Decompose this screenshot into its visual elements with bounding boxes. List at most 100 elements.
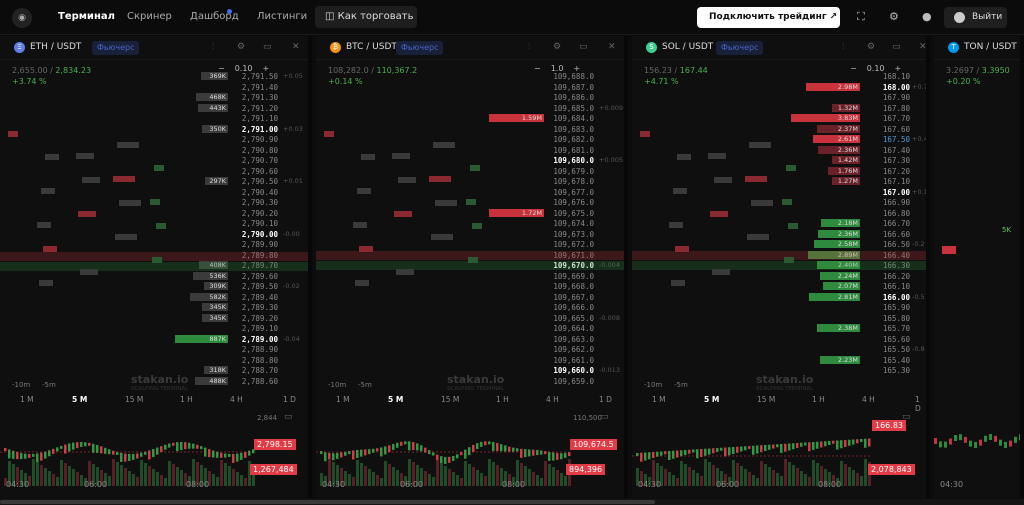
timeframe-4h[interactable]: 4 H xyxy=(230,395,243,404)
gear-icon[interactable]: ⚙ xyxy=(553,42,562,52)
order-book-row[interactable]: 166.90 xyxy=(632,198,926,207)
order-book-row[interactable]: 443K 2,791.20 xyxy=(0,103,300,113)
order-book-row[interactable]: 1.72M 109,675.0 xyxy=(316,208,616,218)
order-book-row[interactable]: 2,790.30 xyxy=(0,198,300,207)
order-book-row[interactable]: 109,663.0 xyxy=(316,335,616,344)
timeframe-5m[interactable]: 5 M xyxy=(704,395,720,404)
zoom-in-button[interactable]: + xyxy=(894,64,902,73)
gear-icon[interactable]: ⚙ xyxy=(867,42,876,52)
order-book-row[interactable]: 2,791.40 xyxy=(0,83,300,92)
order-book-row[interactable]: 109,680.0 +0.005 xyxy=(316,156,623,165)
order-book-row[interactable]: 109,665.0 -0.008 xyxy=(316,314,620,323)
order-book-row[interactable]: 167.90 xyxy=(632,93,926,102)
order-book-row[interactable]: 2,790.20 xyxy=(0,209,300,218)
timeframe-5m[interactable]: 5 M xyxy=(388,395,404,404)
timeframe-15m[interactable]: 15 M xyxy=(125,395,144,404)
order-book-row[interactable]: 165.50 -0.8 xyxy=(632,345,926,354)
order-book-row[interactable]: 2.40M 166.30 xyxy=(632,261,926,270)
close-icon[interactable]: ✕ xyxy=(292,42,300,52)
order-book-row[interactable]: 345K 2,789.20 xyxy=(0,313,300,323)
timeframe-1d[interactable]: 1 D xyxy=(599,395,612,404)
close-icon[interactable]: ✕ xyxy=(919,42,927,52)
order-book-row[interactable]: 2,790.40 xyxy=(0,188,300,197)
timeframe-1d[interactable]: 1 D xyxy=(283,395,296,404)
zoom-in-button[interactable]: + xyxy=(262,64,270,73)
order-book-row[interactable]: 2,788.80 xyxy=(0,356,300,365)
order-book-row[interactable]: 109,672.0 xyxy=(316,240,616,249)
order-book-row[interactable]: 2,788.90 xyxy=(0,345,300,354)
order-book-row[interactable]: 109,659.0 xyxy=(316,377,616,386)
timeframe-1h[interactable]: 1 H xyxy=(812,395,825,404)
window-icon[interactable]: ▭ xyxy=(892,42,901,52)
window-icon[interactable]: ▭ xyxy=(263,42,272,52)
timeframe-1h[interactable]: 1 H xyxy=(180,395,193,404)
close-icon[interactable]: ✕ xyxy=(608,42,616,52)
order-book-row[interactable]: 2.58M 166.50 -0.2 xyxy=(632,240,926,249)
logo-icon[interactable]: ◉ xyxy=(12,8,32,28)
zoom-out-button[interactable]: − xyxy=(850,64,857,73)
order-book-row[interactable]: 109,667.0 xyxy=(316,293,616,302)
order-book-row[interactable]: 1.32M 167.80 xyxy=(632,103,926,113)
order-book-row[interactable]: 109,683.0 xyxy=(316,125,616,134)
order-book-row[interactable]: 2,789.80 xyxy=(0,251,300,260)
layout-icon[interactable]: ⫶ xyxy=(842,42,845,52)
zoom-out-button[interactable]: − xyxy=(218,64,225,73)
order-book-row[interactable]: 2,790.70 xyxy=(0,156,300,165)
order-book-row[interactable]: 109,682.0 xyxy=(316,135,616,144)
order-book-row[interactable]: 2.24M 166.20 xyxy=(632,271,926,281)
market-type-badge[interactable]: Фьючерс xyxy=(716,41,764,55)
order-book-row[interactable]: 109,677.0 xyxy=(316,188,616,197)
order-book-row[interactable]: 2.61M 167.50 +0.4 xyxy=(632,135,926,144)
chart-settings-icon[interactable]: ▭ xyxy=(284,412,293,422)
order-book-row[interactable]: 2,789.10 xyxy=(0,324,300,333)
order-book-row[interactable]: 297K 2,790.50 +0.01 xyxy=(0,177,303,186)
timeframe-4h[interactable]: 4 H xyxy=(546,395,559,404)
order-book-row[interactable]: 1.59M 109,684.0 xyxy=(316,114,616,123)
exit-button[interactable]: Выйти xyxy=(944,7,1007,28)
order-book-row[interactable]: 2.18M 166.70 xyxy=(632,219,926,228)
chart-settings-icon[interactable]: ▭ xyxy=(600,412,609,422)
order-book-row[interactable]: 109,661.0 xyxy=(316,356,616,365)
order-book-row[interactable]: 165.60 xyxy=(632,335,926,344)
timeframe-1m[interactable]: 1 M xyxy=(20,395,34,404)
order-book-row[interactable]: 109,685.0 +0.009 xyxy=(316,104,623,113)
layout-icon[interactable]: ⫶ xyxy=(1012,42,1015,52)
order-book-row[interactable]: 109,679.0 xyxy=(316,167,616,176)
order-book-row[interactable]: 2,790.60 xyxy=(0,167,300,176)
order-book-row[interactable]: 165.90 xyxy=(632,303,926,312)
order-book-row[interactable]: 2.37M 167.60 xyxy=(632,124,926,134)
order-book-row[interactable]: 2,790.80 xyxy=(0,146,300,155)
window-icon[interactable]: ▭ xyxy=(579,42,588,52)
pair-name[interactable]: ETH / USDT xyxy=(30,42,82,52)
how-to-trade-button[interactable]: ◫ Как торговать xyxy=(315,6,417,28)
order-book-row[interactable]: 488K 2,788.60 xyxy=(0,376,300,386)
order-book-row[interactable]: 582K 2,789.40 xyxy=(0,292,300,302)
nav-screener[interactable]: Скринер xyxy=(127,11,172,22)
nav-terminal[interactable]: Терминал xyxy=(58,11,115,22)
nav-listings[interactable]: Листинги xyxy=(257,11,308,22)
order-book-row[interactable]: 109,662.0 xyxy=(316,345,616,354)
market-type-badge[interactable]: Фьючерс xyxy=(92,41,140,55)
horizontal-scrollbar[interactable] xyxy=(0,499,1024,505)
order-book-row[interactable]: 109,681.0 xyxy=(316,146,616,155)
order-book-row[interactable]: 109,666.0 xyxy=(316,303,616,312)
timeframe-15m[interactable]: 15 M xyxy=(441,395,460,404)
order-book-row[interactable]: 1.76M 167.20 xyxy=(632,166,926,176)
order-book-row[interactable]: 165.80 xyxy=(632,314,926,323)
connect-trading-button[interactable]: Подключить трейдинг ↗ xyxy=(697,7,840,28)
gear-icon[interactable]: ⚙ xyxy=(237,42,246,52)
order-book-row[interactable]: 309K 2,789.50 -0.02 xyxy=(0,282,300,291)
order-book-row[interactable]: 168.10 xyxy=(632,72,926,81)
order-book-row[interactable]: 2.36M 167.40 xyxy=(632,145,926,155)
timeframe-1h[interactable]: 1 H xyxy=(496,395,509,404)
layout-icon[interactable]: ⫶ xyxy=(212,42,215,52)
order-book-row[interactable]: 468K 2,791.30 xyxy=(0,93,300,102)
order-book-row[interactable]: 2,791.10 xyxy=(0,114,300,123)
pair-name[interactable]: BTC / USDT xyxy=(346,42,397,52)
order-book-row[interactable]: 109,660.0 -0.013 xyxy=(316,366,620,375)
order-book-row[interactable]: 2.07M 166.10 xyxy=(632,282,926,291)
order-book-row[interactable]: 318K 2,788.70 xyxy=(0,366,300,375)
order-book-row[interactable]: 536K 2,789.60 xyxy=(0,271,300,281)
order-book-row[interactable]: 109,676.0 xyxy=(316,198,616,207)
order-book-row[interactable]: 2,790.00 -0.00 xyxy=(0,230,300,239)
